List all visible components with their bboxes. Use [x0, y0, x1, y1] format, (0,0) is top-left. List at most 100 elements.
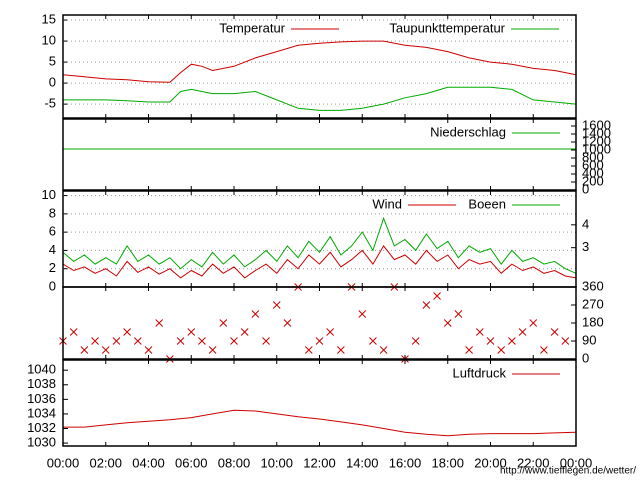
point	[304, 346, 313, 354]
legend-label: Niederschlag	[430, 124, 506, 139]
y2-tick-label: 800	[582, 149, 604, 164]
point	[230, 337, 238, 345]
footer: http://www.tiefflegen.de/wetter/	[500, 466, 636, 477]
x-tick-label: 08:00	[218, 455, 251, 470]
y2-tick-label: 1200	[582, 133, 611, 148]
x-tick-label: 02:00	[89, 455, 122, 470]
point	[133, 337, 142, 345]
series-line	[63, 86, 577, 111]
point	[326, 328, 335, 336]
y2-tick-label: 1400	[582, 125, 611, 140]
y-tick-label: 1034	[27, 405, 56, 420]
x-tick-label: 20:00	[474, 455, 507, 470]
point	[176, 337, 185, 345]
series-line	[62, 40, 577, 83]
y-tick-label: 15	[42, 11, 56, 26]
series-line	[63, 409, 577, 437]
x-tick-label: 14:00	[346, 455, 379, 470]
legend-label: Luftdruck	[453, 365, 507, 380]
point	[508, 337, 516, 345]
y2-tick-label: 360	[582, 278, 604, 293]
y2-tick-label: 4	[582, 216, 589, 231]
point	[123, 328, 131, 336]
y-tick-label: 0	[49, 75, 56, 90]
point	[219, 319, 228, 327]
point	[475, 328, 484, 336]
x-tick-label: 12:00	[303, 455, 336, 470]
y-tick-label: 10	[42, 187, 56, 202]
y-tick-label: 4	[49, 242, 56, 257]
legend-label: Taupunkttemperatur	[389, 20, 505, 35]
y-tick-label: 0	[49, 278, 56, 293]
point	[283, 319, 292, 327]
point	[198, 337, 206, 345]
legend-label: Boeen	[468, 196, 506, 211]
panel-frame	[62, 118, 577, 191]
point	[550, 328, 559, 336]
y-tick-label: 6	[49, 224, 56, 239]
point	[337, 346, 345, 354]
x-tick-label: 10:00	[260, 455, 293, 470]
point	[91, 337, 99, 345]
y2-tick-label: 1000	[582, 141, 611, 156]
point	[251, 310, 260, 318]
point	[465, 346, 473, 354]
point	[315, 337, 324, 345]
y-tick-label: 2	[49, 260, 56, 275]
y2-tick-label: 180	[582, 314, 604, 329]
panel-frame	[62, 14, 577, 119]
x-tick-label: 22:00	[517, 455, 550, 470]
panel-frame	[62, 359, 577, 447]
x-tick-label: 04:00	[132, 455, 165, 470]
legend-label: Temperatur	[219, 20, 285, 35]
point	[433, 292, 441, 300]
x-tick-label: 06:00	[175, 455, 208, 470]
point	[69, 328, 78, 336]
y2-tick-label: 270	[582, 296, 604, 311]
y2-tick-label: 0	[582, 350, 589, 365]
point	[112, 337, 121, 345]
legend-label: Wind	[372, 196, 402, 211]
point	[101, 346, 110, 354]
y2-tick-label: 3	[582, 239, 589, 254]
x-tick-label: 16:00	[389, 455, 422, 470]
point	[422, 301, 431, 309]
point	[379, 346, 388, 354]
y2-tick-label: 90	[582, 332, 596, 347]
point	[144, 346, 153, 354]
y2-tick-label: 400	[582, 165, 604, 180]
point	[486, 337, 495, 345]
y2-tick-label: 1600	[582, 117, 611, 132]
y-tick-label: 1038	[27, 376, 56, 391]
point	[262, 337, 270, 345]
point	[443, 319, 452, 327]
point	[497, 346, 506, 354]
y-tick-label: 8	[49, 205, 56, 220]
panel-frame	[62, 286, 577, 360]
y-tick-label: 1032	[27, 420, 56, 435]
x-tick-label: 00:00	[560, 455, 593, 470]
point	[272, 301, 281, 309]
point	[369, 337, 377, 345]
point	[208, 346, 217, 354]
point	[155, 319, 164, 327]
y-tick-label: 1030	[27, 435, 56, 450]
point	[540, 346, 548, 354]
x-tick-label: 18:00	[431, 455, 464, 470]
y-tick-label: 1036	[27, 391, 56, 406]
point	[561, 337, 570, 345]
point	[529, 319, 538, 327]
y-tick-label: 5	[49, 54, 56, 69]
y-tick-label: -5	[44, 96, 56, 111]
point	[80, 346, 89, 354]
y2-tick-label: 200	[582, 173, 604, 188]
y2-tick-label: 0	[582, 181, 589, 196]
x-tick-label: 00:00	[47, 455, 80, 470]
point	[240, 328, 249, 336]
series-line	[62, 245, 577, 279]
point	[518, 328, 527, 336]
y2-tick-label: 600	[582, 157, 604, 172]
